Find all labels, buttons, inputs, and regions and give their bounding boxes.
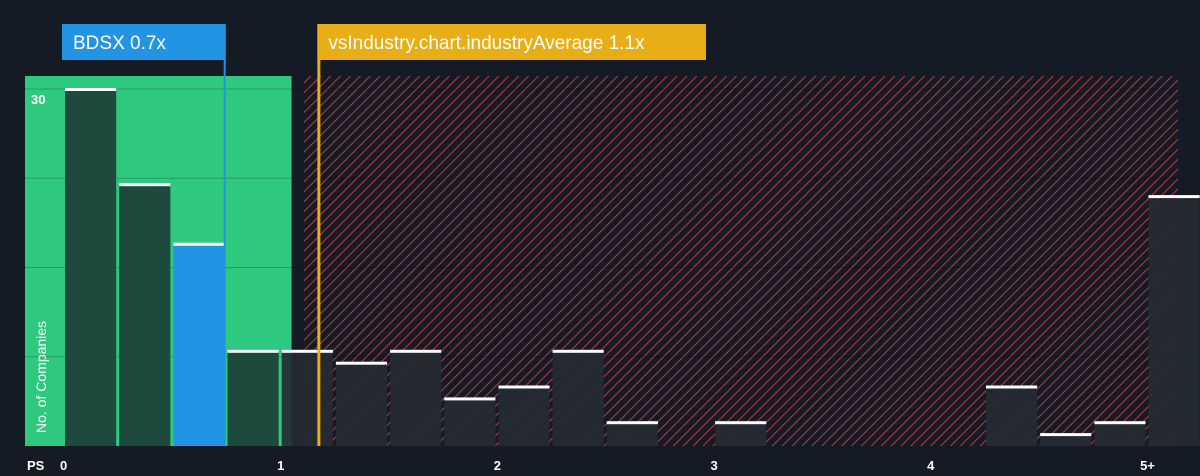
bar-top-marker bbox=[390, 349, 442, 353]
histogram-bar bbox=[119, 184, 171, 446]
bar-top-marker bbox=[1148, 195, 1200, 199]
bar-top-marker bbox=[552, 349, 604, 353]
industry-callout-label: vsIndustry.chart.industryAverage 1.1x bbox=[328, 33, 645, 54]
bar-top-marker bbox=[985, 385, 1038, 389]
histogram-bar bbox=[173, 243, 225, 446]
company-callout bbox=[62, 24, 226, 60]
bar-top-marker bbox=[498, 385, 550, 389]
industry-average-line bbox=[317, 24, 321, 446]
bar-top-marker bbox=[606, 421, 658, 425]
company-ps-line bbox=[223, 24, 226, 446]
x-tick-label: 5+ bbox=[1140, 458, 1155, 473]
histogram-bar bbox=[606, 422, 658, 446]
x-tick-label: 0 bbox=[60, 458, 67, 473]
histogram-bar bbox=[985, 386, 1038, 446]
bar-top-marker bbox=[335, 361, 388, 365]
company-callout-label: BDSX 0.7x bbox=[73, 33, 166, 54]
bar-top-marker bbox=[119, 183, 171, 187]
histogram-bar bbox=[552, 350, 604, 446]
bar-top-marker bbox=[281, 349, 333, 353]
bar-top-marker bbox=[1094, 421, 1146, 425]
histogram-bar bbox=[1040, 434, 1092, 446]
bar-top-marker bbox=[227, 349, 279, 353]
bar-top-marker bbox=[65, 88, 117, 91]
histogram-bar bbox=[281, 350, 333, 446]
histogram-bar bbox=[1148, 196, 1200, 446]
histogram-bar bbox=[335, 362, 388, 446]
histogram-bar bbox=[1094, 422, 1146, 446]
y-tick-label: 30 bbox=[31, 92, 45, 107]
histogram-bar bbox=[498, 386, 550, 446]
x-axis-label: PS bbox=[27, 458, 45, 473]
x-tick-label: 2 bbox=[494, 458, 501, 473]
histogram-bar bbox=[444, 398, 496, 446]
industry-callout bbox=[317, 24, 706, 60]
bar-top-marker bbox=[173, 242, 225, 246]
x-tick-label: 1 bbox=[277, 458, 284, 473]
histogram-bar bbox=[65, 89, 117, 446]
bar-top-marker bbox=[1040, 433, 1092, 437]
histogram-bar bbox=[715, 422, 767, 446]
overvalued-zone bbox=[304, 76, 1178, 446]
histogram-bar bbox=[390, 350, 442, 446]
x-tick-label: 4 bbox=[927, 458, 935, 473]
histogram-bar bbox=[227, 350, 279, 446]
bar-top-marker bbox=[715, 421, 767, 425]
bar-top-marker bbox=[444, 397, 496, 401]
x-tick-label: 3 bbox=[710, 458, 717, 473]
y-axis-label: No. of Companies bbox=[33, 321, 49, 433]
